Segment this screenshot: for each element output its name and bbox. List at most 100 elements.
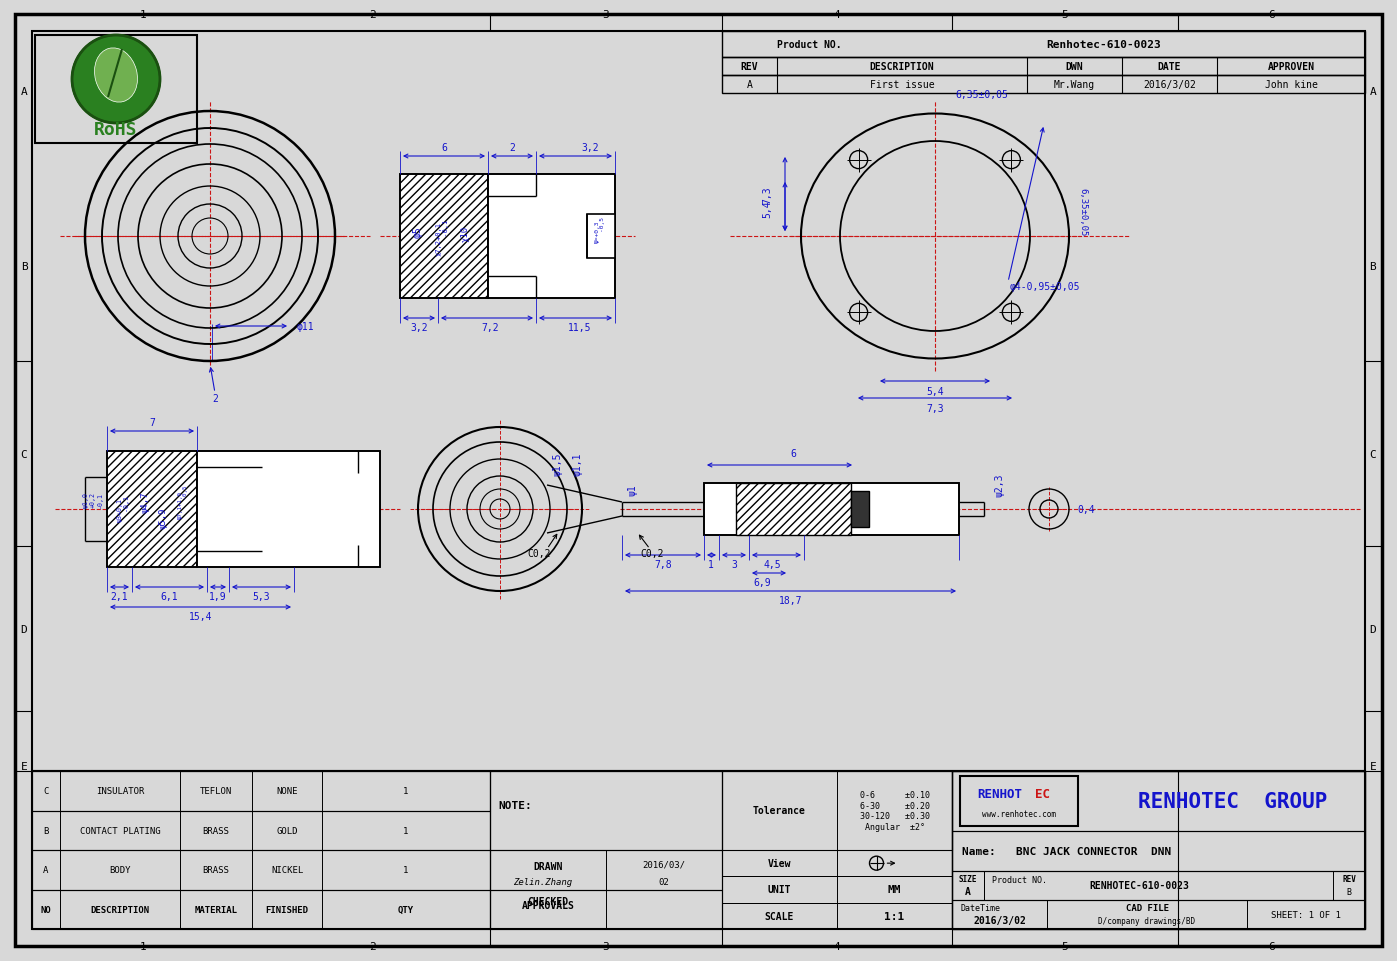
Text: 18,7: 18,7	[778, 596, 802, 605]
Bar	[722, 771, 951, 850]
Text: D: D	[1369, 625, 1376, 634]
Text: B: B	[21, 261, 28, 272]
Text: DateTime: DateTime	[960, 902, 1000, 912]
Text: ψ1: ψ1	[627, 483, 637, 495]
Bar	[32, 850, 490, 890]
Text: 2: 2	[369, 942, 376, 951]
Text: ψ1,0
+0,2
-0,1: ψ1,0 +0,2 -0,1	[82, 491, 103, 507]
Text: φ11: φ11	[296, 322, 314, 332]
Bar	[108, 452, 197, 567]
Text: CHECKED: CHECKED	[528, 897, 569, 906]
Text: 4,5: 4,5	[763, 559, 781, 570]
Bar	[400, 175, 488, 299]
Text: ψ4,7: ψ4,7	[141, 491, 149, 512]
Bar	[736, 483, 851, 535]
Bar	[851, 491, 869, 528]
Bar	[722, 902, 951, 929]
Text: DESCRIPTION: DESCRIPTION	[870, 62, 935, 72]
Text: 1: 1	[404, 825, 409, 835]
Bar	[488, 175, 615, 299]
Text: 4: 4	[834, 10, 841, 19]
Text: Product NO.: Product NO.	[777, 40, 841, 50]
Text: 7,8: 7,8	[654, 559, 672, 570]
Text: UNIT: UNIT	[768, 884, 791, 895]
Text: DWN: DWN	[1066, 62, 1083, 72]
Text: ψ7,1+1,0
       -0,5: ψ7,1+1,0 -0,5	[177, 485, 189, 524]
Text: 1: 1	[140, 942, 147, 951]
Text: 7: 7	[149, 418, 155, 428]
Text: SHEET: 1 OF 1: SHEET: 1 OF 1	[1271, 910, 1341, 919]
Text: E: E	[1369, 761, 1376, 771]
Bar	[951, 831, 1365, 871]
Text: DRAWN: DRAWN	[534, 861, 563, 871]
Text: B: B	[1347, 887, 1351, 896]
Text: MM: MM	[887, 884, 901, 895]
Text: D/company drawings/BD: D/company drawings/BD	[1098, 916, 1196, 924]
Text: Renhotec-610-0023: Renhotec-610-0023	[1046, 40, 1161, 50]
Text: B: B	[43, 825, 49, 835]
Text: 02: 02	[658, 877, 669, 886]
Text: ψ2,3: ψ2,3	[995, 473, 1004, 496]
Text: CONTACT PLATING: CONTACT PLATING	[80, 825, 161, 835]
Text: APPROVEN: APPROVEN	[1267, 62, 1315, 72]
Text: BRASS: BRASS	[203, 865, 229, 875]
Text: BODY: BODY	[109, 865, 131, 875]
Text: ψ1,1: ψ1,1	[571, 452, 583, 476]
Text: C0,2: C0,2	[527, 549, 550, 558]
Text: 2: 2	[369, 10, 376, 19]
Text: C0,2: C0,2	[640, 549, 664, 558]
Text: Zelin.Zhang: Zelin.Zhang	[514, 877, 573, 886]
Bar	[197, 452, 380, 567]
Text: 5,4: 5,4	[926, 386, 944, 397]
Text: 1,9: 1,9	[210, 591, 226, 602]
Text: Name:   BNC JACK CONNECTOR  DNN: Name: BNC JACK CONNECTOR DNN	[963, 846, 1171, 856]
Text: C: C	[1369, 450, 1376, 459]
Text: 1: 1	[140, 10, 147, 19]
Text: 7,2: 7,2	[481, 323, 499, 333]
Bar	[490, 771, 722, 850]
Text: 5: 5	[1062, 942, 1069, 951]
Text: 6,35±0,05: 6,35±0,05	[1078, 187, 1087, 236]
Bar	[32, 890, 490, 929]
Text: SIZE: SIZE	[958, 875, 978, 883]
Text: ψ1,5: ψ1,5	[552, 452, 562, 476]
Text: 11,5: 11,5	[569, 323, 592, 333]
Text: 0,4: 0,4	[1077, 505, 1095, 514]
Bar	[197, 452, 380, 567]
Text: 2016/3/02: 2016/3/02	[974, 915, 1025, 925]
Text: 6,9: 6,9	[753, 578, 771, 587]
Bar	[108, 452, 197, 567]
Circle shape	[73, 36, 161, 124]
Bar	[32, 811, 490, 850]
Text: 6: 6	[791, 449, 796, 458]
Text: SCALE: SCALE	[764, 911, 793, 921]
Text: 6: 6	[1268, 942, 1275, 951]
Text: 5,4: 5,4	[761, 200, 773, 217]
Text: 3: 3	[602, 942, 609, 951]
Text: 1: 1	[404, 786, 409, 796]
Bar	[32, 771, 1365, 929]
Text: 15,4: 15,4	[189, 611, 212, 622]
Text: 3,2: 3,2	[411, 323, 427, 333]
Text: 6: 6	[441, 143, 447, 153]
Bar	[35, 36, 197, 144]
Text: 2016/03/: 2016/03/	[643, 859, 686, 869]
Text: D: D	[21, 625, 28, 634]
Text: RoHS: RoHS	[94, 121, 138, 138]
Text: χ7,2+0,1
     -0,1: χ7,2+0,1 -0,1	[436, 220, 448, 258]
Bar	[951, 771, 1365, 831]
Text: TEFLON: TEFLON	[200, 786, 232, 796]
Bar	[488, 175, 615, 299]
Text: RENHOTEC-610-0023: RENHOTEC-610-0023	[1090, 880, 1189, 890]
Bar	[722, 876, 951, 902]
Text: C: C	[43, 786, 49, 796]
Text: Tolerance: Tolerance	[753, 805, 806, 816]
Text: MATERIAL: MATERIAL	[194, 905, 237, 914]
Text: 3: 3	[731, 559, 738, 570]
Text: A: A	[746, 80, 753, 90]
Bar	[722, 76, 1365, 94]
Bar	[400, 175, 488, 299]
Text: View: View	[768, 858, 791, 868]
Text: RENHOT: RENHOT	[978, 787, 1023, 801]
Text: 2: 2	[509, 143, 515, 153]
